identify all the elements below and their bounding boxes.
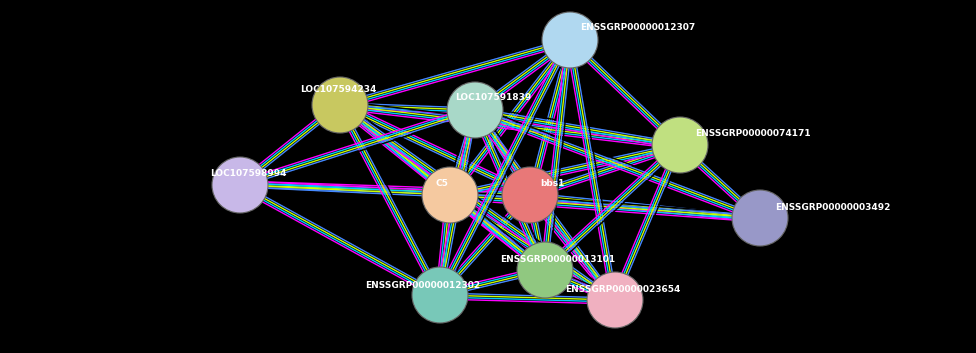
Text: LOC107591839: LOC107591839 xyxy=(455,92,531,102)
Text: LOC107594234: LOC107594234 xyxy=(300,85,377,95)
Text: ENSSGRP00000074171: ENSSGRP00000074171 xyxy=(695,128,811,138)
Text: C5: C5 xyxy=(435,179,448,187)
Text: LOC107598994: LOC107598994 xyxy=(210,168,287,178)
Circle shape xyxy=(422,167,478,223)
Circle shape xyxy=(542,12,598,68)
Circle shape xyxy=(502,167,558,223)
Circle shape xyxy=(312,77,368,133)
Text: ENSSGRP00000012307: ENSSGRP00000012307 xyxy=(580,24,695,32)
Text: ENSSGRP00000013101: ENSSGRP00000013101 xyxy=(500,256,615,264)
Circle shape xyxy=(212,157,268,213)
Text: ENSSGRP00000003492: ENSSGRP00000003492 xyxy=(775,203,890,211)
Circle shape xyxy=(732,190,788,246)
Circle shape xyxy=(412,267,468,323)
Circle shape xyxy=(587,272,643,328)
Text: ENSSGRP00000012302: ENSSGRP00000012302 xyxy=(365,281,480,289)
Text: bbs1: bbs1 xyxy=(540,179,564,187)
Circle shape xyxy=(517,242,573,298)
Circle shape xyxy=(652,117,708,173)
Text: ENSSGRP00000023654: ENSSGRP00000023654 xyxy=(565,286,680,294)
Circle shape xyxy=(447,82,503,138)
